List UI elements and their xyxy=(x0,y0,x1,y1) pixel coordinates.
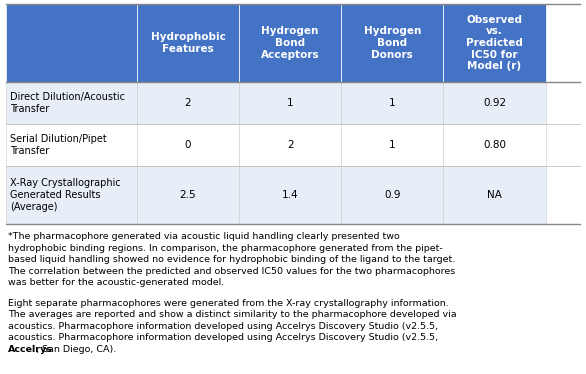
Text: 0.80: 0.80 xyxy=(483,140,506,150)
Text: *The pharmacophore generated via acoustic liquid handling clearly presented two: *The pharmacophore generated via acousti… xyxy=(8,232,400,241)
Text: , San Diego, CA).: , San Diego, CA). xyxy=(36,345,117,354)
Bar xyxy=(6,82,137,124)
Text: 0: 0 xyxy=(185,140,191,150)
Text: 1: 1 xyxy=(389,140,396,150)
Text: Hydrogen
Bond
Donors: Hydrogen Bond Donors xyxy=(364,27,421,59)
Bar xyxy=(137,166,239,224)
Bar xyxy=(341,82,444,124)
Bar xyxy=(239,82,341,124)
Bar xyxy=(137,124,239,166)
Text: acoustics. Pharmacophore information developed using Accelrys Discovery Studio (: acoustics. Pharmacophore information dev… xyxy=(8,333,438,342)
Text: 1.4: 1.4 xyxy=(282,190,298,200)
Text: 2: 2 xyxy=(287,140,294,150)
Text: Eight separate pharmacophores were generated from the X-ray crystallography info: Eight separate pharmacophores were gener… xyxy=(8,299,449,308)
Text: based liquid handling showed no evidence for hydrophobic binding of the ligand t: based liquid handling showed no evidence… xyxy=(8,255,455,264)
Bar xyxy=(6,166,137,224)
Bar xyxy=(341,166,444,224)
Text: 2: 2 xyxy=(185,98,191,108)
Text: Accelrys: Accelrys xyxy=(8,345,53,354)
Bar xyxy=(341,124,444,166)
Bar xyxy=(137,4,239,82)
Bar xyxy=(444,124,546,166)
Bar xyxy=(6,124,137,166)
Text: Hydrogen
Bond
Acceptors: Hydrogen Bond Acceptors xyxy=(261,27,319,59)
Text: Serial Dilution/Pipet
Transfer: Serial Dilution/Pipet Transfer xyxy=(10,134,107,156)
Bar xyxy=(137,82,239,124)
Text: 2.5: 2.5 xyxy=(180,190,196,200)
Text: The correlation between the predicted and observed IC50 values for the two pharm: The correlation between the predicted an… xyxy=(8,267,455,276)
Bar xyxy=(239,124,341,166)
Bar xyxy=(444,166,546,224)
Bar xyxy=(444,4,546,82)
Text: 1: 1 xyxy=(287,98,294,108)
Text: 0.92: 0.92 xyxy=(483,98,506,108)
Bar xyxy=(6,4,137,82)
Text: Hydrophobic
Features: Hydrophobic Features xyxy=(151,32,226,54)
Text: 1: 1 xyxy=(389,98,396,108)
Bar xyxy=(444,82,546,124)
Text: was better for the acoustic-generated model.: was better for the acoustic-generated mo… xyxy=(8,278,224,287)
Text: hydrophobic binding regions. In comparison, the pharmacophore generated from the: hydrophobic binding regions. In comparis… xyxy=(8,243,443,252)
Text: Direct Dilution/Acoustic
Transfer: Direct Dilution/Acoustic Transfer xyxy=(10,92,125,114)
Text: 0.9: 0.9 xyxy=(384,190,401,200)
Bar xyxy=(239,4,341,82)
Bar xyxy=(239,166,341,224)
Text: NA: NA xyxy=(487,190,502,200)
Bar xyxy=(341,4,444,82)
Text: The averages are reported and show a distinct similarity to the pharmacophore de: The averages are reported and show a dis… xyxy=(8,310,456,319)
Text: Observed
vs.
Predicted
IC50 for
Model (r): Observed vs. Predicted IC50 for Model (r… xyxy=(466,15,523,71)
Text: acoustics. Pharmacophore information developed using Accelrys Discovery Studio (: acoustics. Pharmacophore information dev… xyxy=(8,322,438,331)
Text: X-Ray Crystallographic
Generated Results
(Average): X-Ray Crystallographic Generated Results… xyxy=(10,178,121,212)
